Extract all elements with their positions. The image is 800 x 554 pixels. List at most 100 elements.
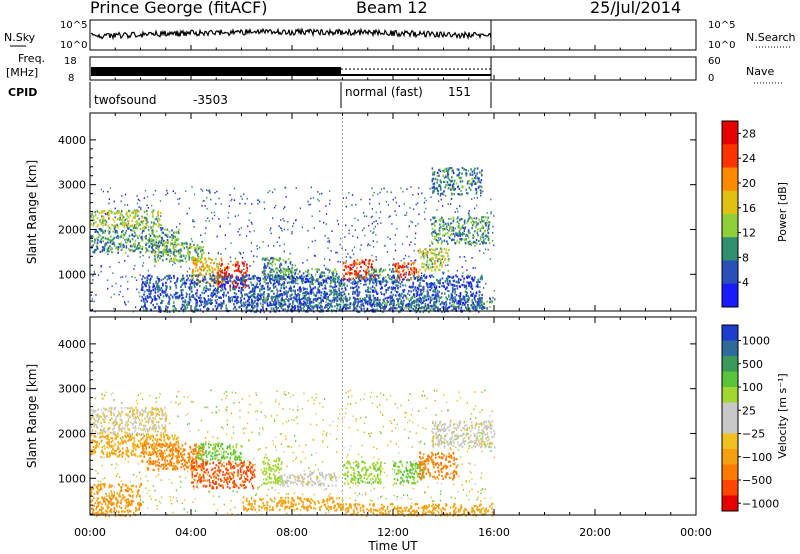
data-cell [431,180,434,183]
data-cell [434,231,437,234]
data-cell [141,296,144,299]
data-cell [392,282,395,285]
data-cell [138,222,140,225]
data-cell [119,218,121,221]
data-cell [447,222,449,225]
data-cell [457,300,460,303]
data-cell [251,307,254,310]
noise-cell [406,235,408,238]
data-cell [486,300,488,303]
data-cell [142,288,144,292]
data-cell [384,297,386,300]
noise-cell [90,294,92,296]
data-cell [371,268,373,271]
data-cell [162,251,164,254]
noise-cell [247,298,249,301]
data-cell [166,228,169,231]
data-cell [332,296,335,300]
data-cell [267,304,270,307]
data-cell [301,282,304,285]
data-cell [427,251,429,254]
data-cell [381,302,384,305]
noise-cell [273,206,276,209]
data-cell [418,284,421,287]
data-cell [279,302,282,305]
data-cell [117,249,119,252]
data-cell [346,297,348,300]
data-cell [174,255,177,258]
data-cell [433,286,436,289]
data-cell [396,291,399,294]
data-cell [208,301,210,304]
data-cell [156,220,159,223]
noise-cell [141,232,143,234]
data-cell [450,188,452,191]
data-cell [122,243,125,246]
data-cell [197,260,199,263]
data-cell [297,298,299,302]
data-cell [432,231,435,234]
data-cell [312,298,315,301]
data-cell [439,264,441,267]
data-cell [307,299,310,302]
data-cell [392,286,395,289]
data-cell [250,294,253,297]
data-cell [212,274,214,277]
data-cell [452,217,455,221]
data-cell [455,274,457,277]
data-cell [237,276,239,279]
data-cell [310,301,313,304]
data-cell [441,306,444,309]
data-cell [476,307,478,310]
data-cell [357,290,359,293]
noise-cell [362,269,365,272]
data-cell [214,275,217,278]
data-cell [241,275,244,278]
data-cell [435,306,438,309]
data-cell [223,279,225,282]
data-cell [437,189,439,193]
data-cell [443,170,446,173]
data-cell [285,286,288,289]
noise-cell [292,225,294,227]
data-cell [204,278,207,281]
data-cell [91,218,93,221]
data-cell [373,297,376,300]
data-cell [386,280,389,283]
data-cell [371,285,374,288]
data-cell [458,294,460,298]
data-cell [327,295,329,299]
freq-label-line2: [MHz] [6,66,38,79]
data-cell [259,277,261,280]
data-cell [162,249,164,252]
data-cell [235,309,238,312]
noise-cell [384,244,386,247]
noise-cell [138,291,140,294]
data-cell [393,299,395,303]
noise-cell [371,208,373,210]
data-cell [352,296,355,299]
data-cell [358,275,361,278]
data-cell [180,278,183,281]
noise-cell [480,194,482,197]
data-cell [181,294,184,297]
noise-cell [125,241,127,243]
data-cell [248,286,250,289]
data-cell [155,280,158,283]
data-cell [275,306,278,309]
data-cell [433,265,435,269]
data-cell [181,259,184,262]
data-cell [157,235,159,239]
data-cell [426,307,428,310]
data-cell [423,274,425,277]
data-cell [128,209,130,212]
data-cell [279,276,282,279]
data-cell [324,291,327,294]
noise-cell [426,256,429,259]
data-cell [354,280,356,283]
noise-cell [410,186,412,188]
data-cell [459,218,461,221]
data-cell [294,293,296,296]
data-cell [148,245,151,248]
data-cell [142,220,145,223]
